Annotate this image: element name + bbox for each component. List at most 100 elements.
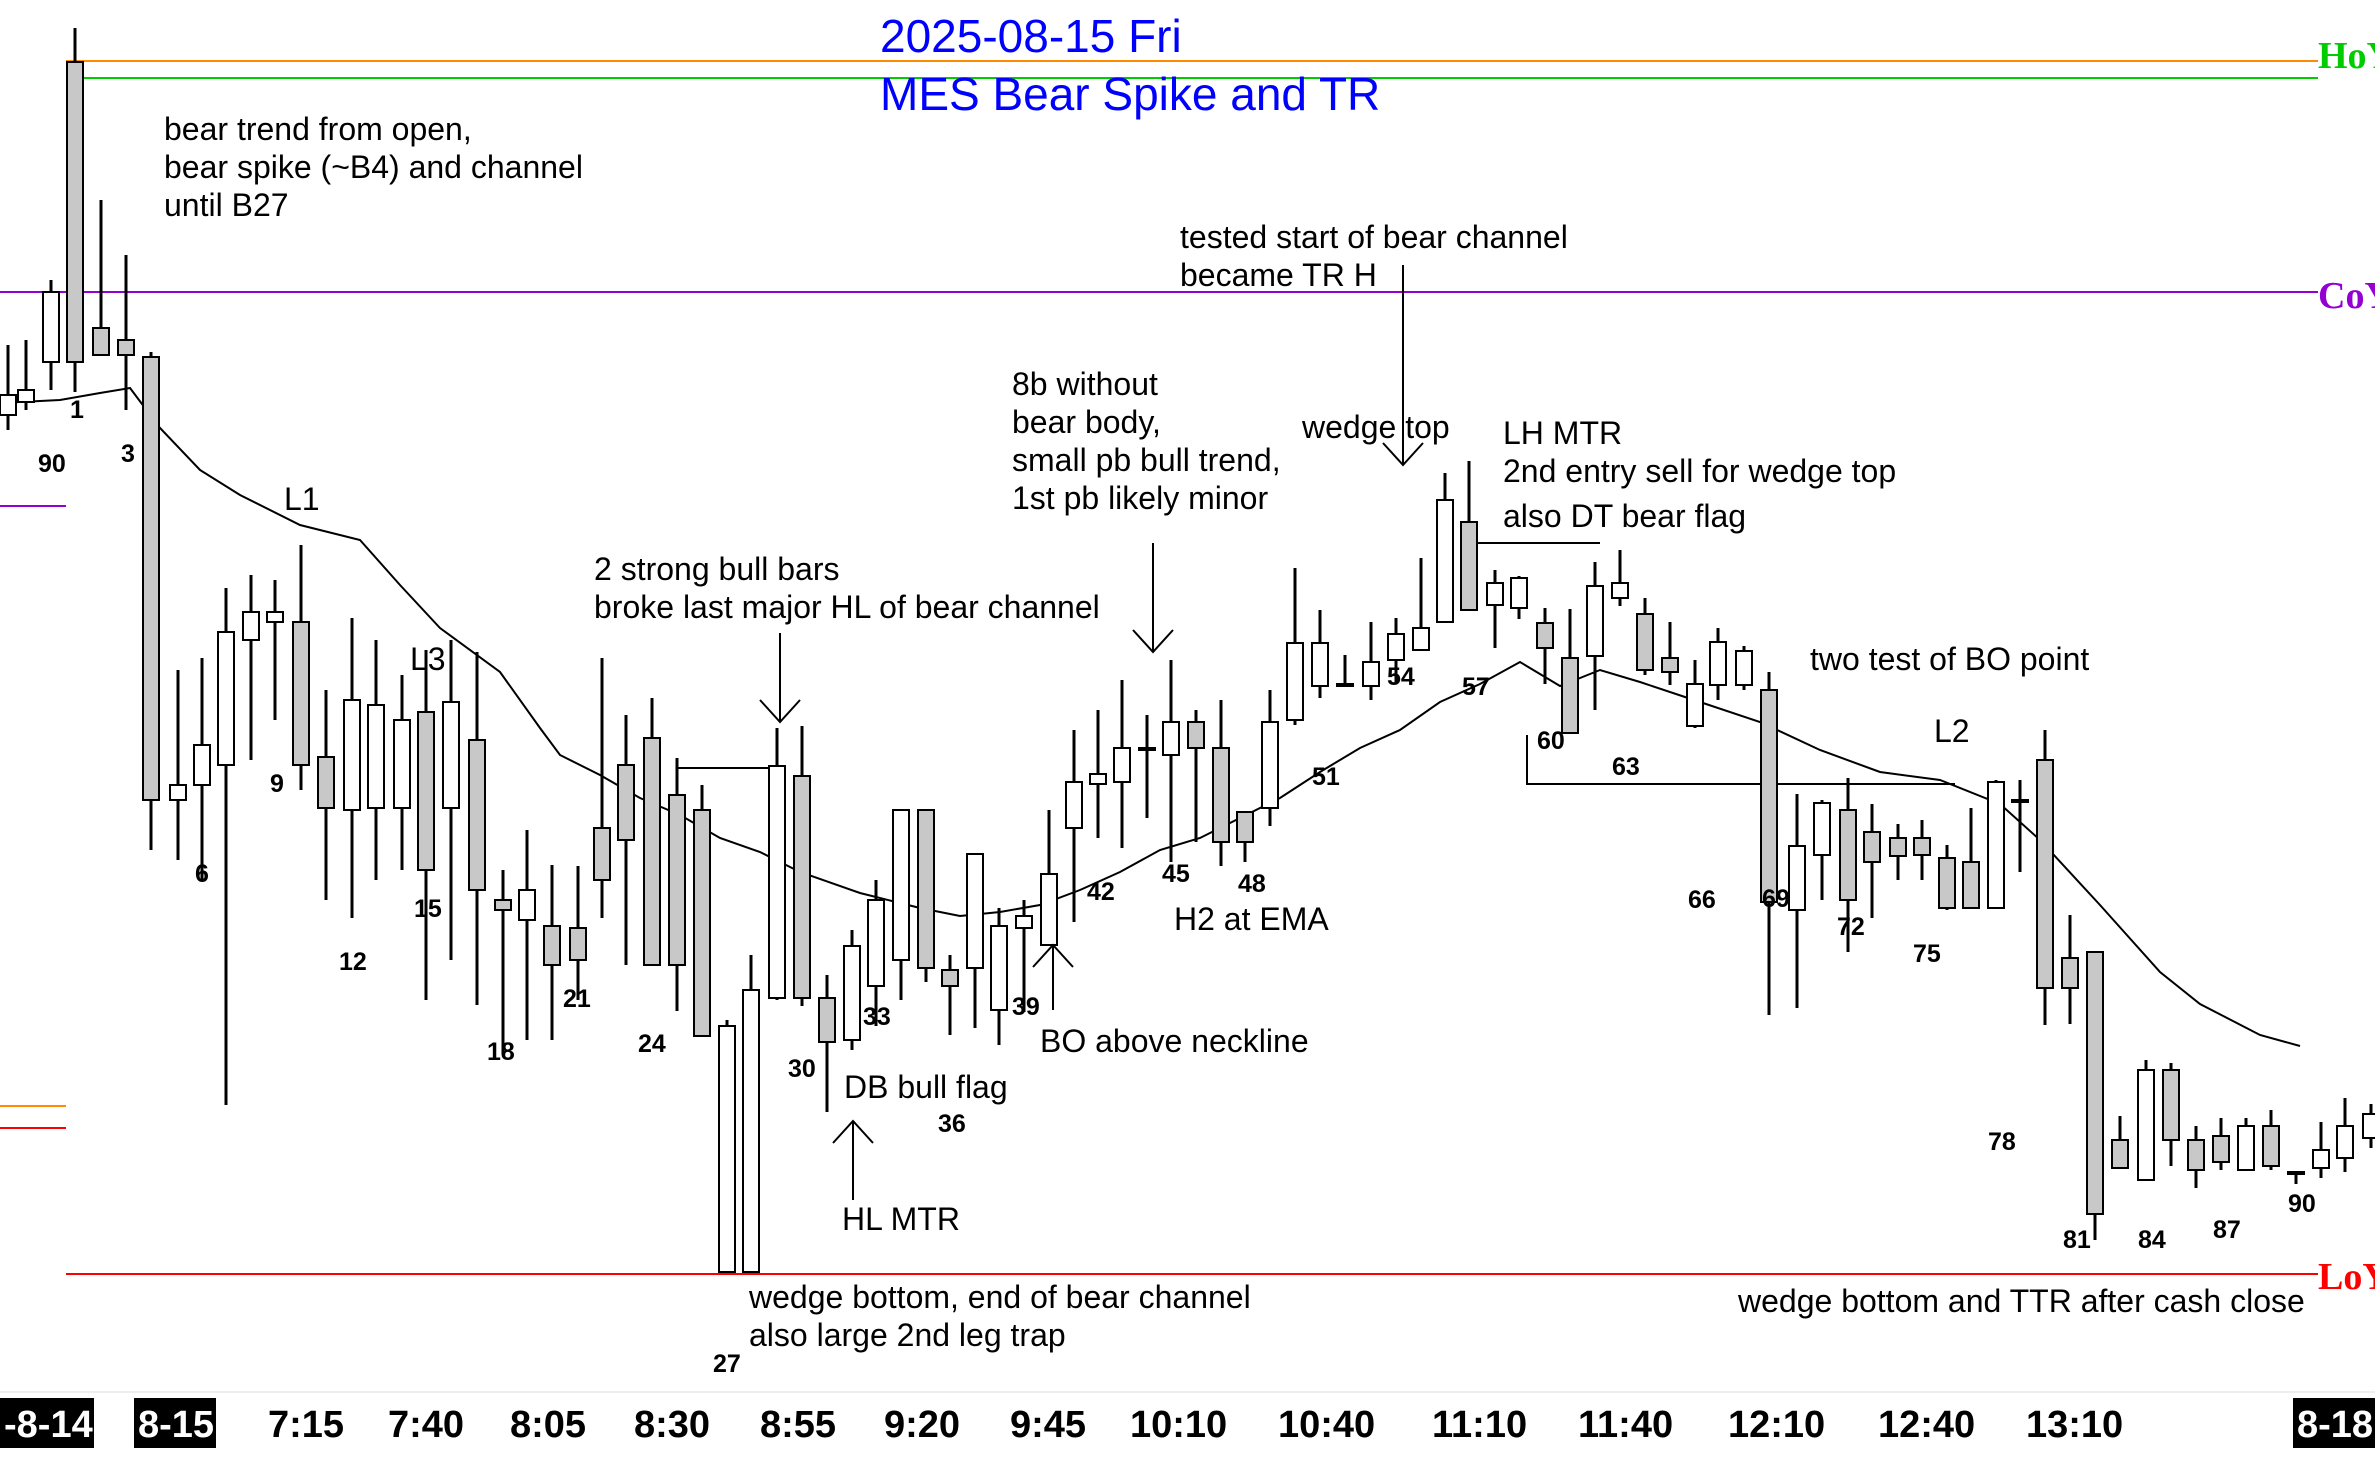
bull-candle xyxy=(1987,780,2005,909)
bull-candle xyxy=(843,930,861,1050)
annotation-bear-trend-1: bear trend from open, xyxy=(164,111,472,147)
bull-candle xyxy=(1362,622,1380,700)
candle-body xyxy=(42,291,60,363)
candle-body xyxy=(367,704,385,809)
candle-body xyxy=(793,775,811,999)
bar-label: 42 xyxy=(1087,878,1115,906)
candle-body xyxy=(0,394,17,416)
candle-body xyxy=(1586,585,1604,657)
bear-candle xyxy=(1661,622,1679,685)
candle-body xyxy=(217,631,235,766)
time-tick-label: 10:10 xyxy=(1130,1404,1227,1446)
time-tick-label: 9:45 xyxy=(1010,1404,1086,1446)
bear-candle xyxy=(1760,672,1778,1015)
candle-body xyxy=(1015,915,1033,929)
bar-label: 36 xyxy=(938,1110,966,1138)
bull-candle xyxy=(1015,900,1033,1012)
date-label: 8-15 xyxy=(138,1404,214,1446)
candle-body xyxy=(1686,683,1704,727)
bull-candle xyxy=(2336,1098,2354,1172)
bar-label: 78 xyxy=(1988,1128,2016,1156)
candle-body xyxy=(317,756,335,809)
bear-candle xyxy=(1561,609,1579,734)
candle-body xyxy=(668,794,686,966)
candle-body xyxy=(1089,773,1107,785)
bear-candle xyxy=(1636,598,1654,675)
candle-body xyxy=(442,701,460,809)
bear-candle xyxy=(1839,778,1857,952)
bear-candle xyxy=(292,545,310,790)
bull-candle xyxy=(1486,570,1504,648)
annotation-h2-ema: H2 at EMA xyxy=(1174,901,1329,937)
bull-candle xyxy=(1040,810,1058,946)
coy-label: CoY xyxy=(2318,275,2375,317)
bear-candle xyxy=(92,200,110,356)
candle-body xyxy=(1460,521,1478,611)
bear-candle xyxy=(693,785,711,1037)
bull-candle xyxy=(1412,558,1430,651)
bull-candle xyxy=(1686,660,1704,728)
bull-candle xyxy=(393,675,411,870)
annotation-tested-2: became TR H xyxy=(1180,257,1377,293)
bear-candle xyxy=(793,726,811,1006)
bull-candle xyxy=(990,908,1008,1045)
candle-body xyxy=(2086,951,2104,1215)
bear-candle xyxy=(1536,608,1554,684)
annotation-8b-3: small pb bull trend, xyxy=(1012,442,1281,478)
bar-label: 51 xyxy=(1312,763,1340,791)
bar-label: 63 xyxy=(1612,753,1640,781)
candle-body xyxy=(643,737,661,966)
candle-body xyxy=(569,927,587,961)
bar-label: 84 xyxy=(2138,1226,2166,1254)
bull-candle xyxy=(217,588,235,1105)
time-tick-label: 10:40 xyxy=(1278,1404,1375,1446)
bull-candle xyxy=(718,1020,736,1273)
bull-candle xyxy=(343,618,361,918)
candle-body xyxy=(1889,837,1907,857)
bar-label: 75 xyxy=(1913,940,1941,968)
annotation-8b-1: 8b without xyxy=(1012,366,1158,402)
date-label: -8-14 xyxy=(4,1404,93,1446)
annotation-bull-bars-2: broke last major HL of bear channel xyxy=(594,589,1100,625)
bear-candle xyxy=(2061,915,2079,1024)
candle-body xyxy=(1336,683,1354,687)
candle-body xyxy=(1813,802,1831,856)
date-label: 8-18 xyxy=(2297,1404,2373,1446)
bear-candle xyxy=(2262,1110,2280,1170)
bear-candle xyxy=(1212,700,1230,866)
annotation-8b-2: bear body, xyxy=(1012,404,1161,440)
annotation-bear-trend-3: until B27 xyxy=(164,187,289,223)
bar-label: 66 xyxy=(1688,886,1716,914)
date-label-box xyxy=(2293,1398,2375,1448)
time-tick-label: 8:55 xyxy=(760,1404,836,1446)
candle-body xyxy=(169,784,187,801)
time-tick-label: 13:10 xyxy=(2026,1404,2123,1446)
chart-subtitle: MES Bear Spike and TR xyxy=(880,68,1380,120)
arrow-wedge-top xyxy=(1382,265,1424,467)
bear-candle xyxy=(917,809,935,982)
arrow-2-strong-bull-bars xyxy=(759,633,801,724)
time-tick-label: 12:40 xyxy=(1878,1404,1975,1446)
bear-candle xyxy=(468,652,486,1005)
bull-candle xyxy=(2237,1118,2255,1171)
candle-body xyxy=(343,699,361,811)
bull-candle xyxy=(242,575,260,760)
candle-body xyxy=(693,809,711,1037)
annotation-tested-1: tested start of bear channel xyxy=(1180,219,1568,255)
bear-candle xyxy=(668,758,686,1011)
bull-candle xyxy=(966,853,984,1028)
candle-body xyxy=(718,1025,736,1273)
marker-l1: L1 xyxy=(284,481,320,517)
bull-candle xyxy=(1261,690,1279,826)
candle-body xyxy=(17,389,35,403)
bear-candle xyxy=(643,698,661,966)
candle-body xyxy=(1138,747,1156,751)
candle-body xyxy=(1212,747,1230,843)
marker-l2: L2 xyxy=(1934,713,1970,749)
bull-candle xyxy=(867,880,885,1026)
hoy-label: HoY xyxy=(2318,35,2375,77)
bar-label: 48 xyxy=(1238,870,1266,898)
candle-body xyxy=(1162,721,1180,756)
bear-candle xyxy=(2187,1126,2205,1188)
